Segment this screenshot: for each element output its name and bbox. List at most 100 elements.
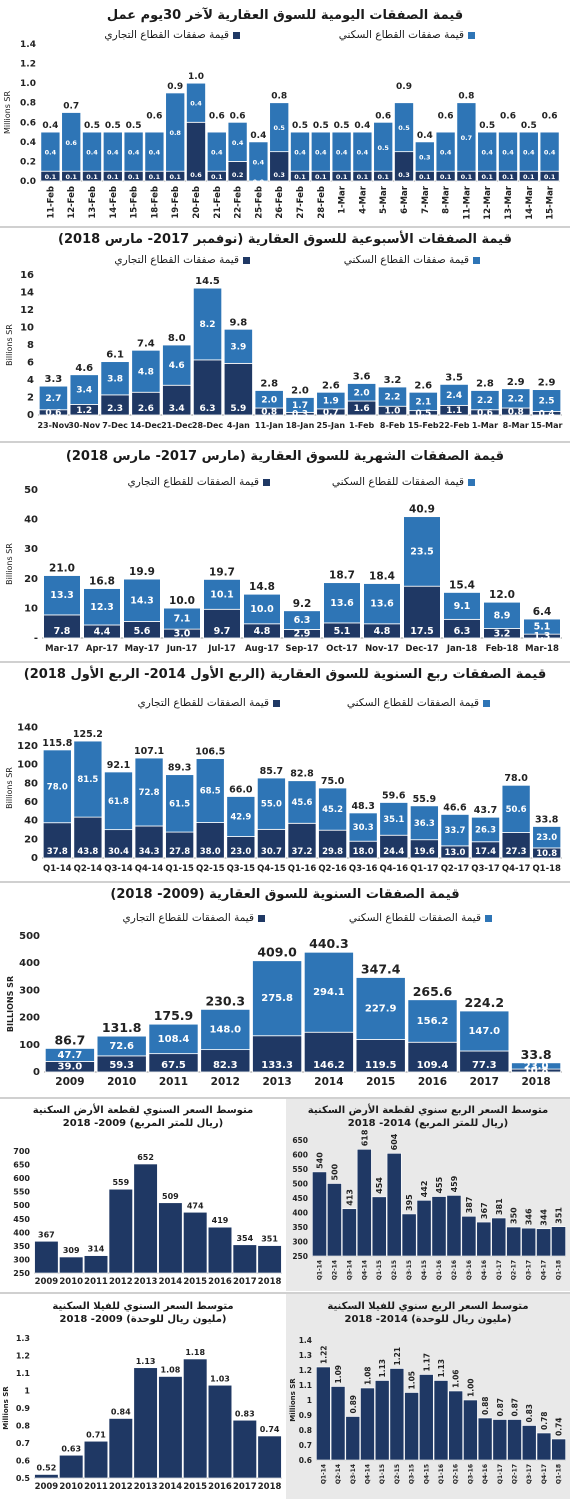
y-tick-label: 1.4 xyxy=(299,1336,312,1345)
data-label-residential: 0.4 xyxy=(523,149,535,157)
data-label-total: 0.6 xyxy=(146,111,162,121)
x-tick-label: 2017 xyxy=(233,1277,257,1287)
data-label-commercial: 5.1 xyxy=(334,626,351,637)
y-tick-label: 0.7 xyxy=(16,1439,30,1448)
bar-residential xyxy=(285,397,315,413)
y-tick-label: 0.9 xyxy=(299,1411,312,1420)
bar-commercial xyxy=(162,384,192,416)
data-label: 1.09 xyxy=(334,1365,343,1384)
data-label-total: 2.8 xyxy=(476,379,494,390)
y-tick-label: 40 xyxy=(24,515,38,526)
x-tick-label: Q4-17 xyxy=(502,864,531,874)
x-tick-label: Q3-14 xyxy=(104,864,133,874)
data-label-commercial: 0.3 xyxy=(292,410,308,420)
data-label-commercial: 4.8 xyxy=(254,626,271,637)
bar-commercial xyxy=(195,822,225,859)
bar-residential xyxy=(394,102,414,153)
data-label-residential: 6.3 xyxy=(294,615,311,626)
bar-commercial xyxy=(501,832,531,859)
x-tick-label: 2011 xyxy=(84,1482,108,1492)
bar xyxy=(158,1202,183,1274)
bar-residential xyxy=(407,999,458,1043)
y-tick-label: 0.0 xyxy=(20,177,36,187)
y-tick-label: 0.5 xyxy=(16,1474,31,1483)
bar-commercial xyxy=(252,1035,303,1073)
x-tick-label: Q1-16 xyxy=(436,1260,443,1280)
x-tick-label: Q4-14 xyxy=(361,1260,368,1280)
data-label-total: 0.5 xyxy=(84,121,100,131)
y-tick-label: 1.2 xyxy=(20,60,36,70)
bar-residential xyxy=(456,102,477,172)
legend-commercial-label: قيمة الصفقات للقطاع التجاري xyxy=(127,476,259,488)
data-label-total: 21.0 xyxy=(49,563,75,575)
data-label-residential: 9.1 xyxy=(454,601,471,612)
data-label: 1.17 xyxy=(422,1353,431,1372)
data-label-commercial: 27.3 xyxy=(506,847,527,857)
x-tick-label: 12-Feb xyxy=(67,186,77,219)
data-label-commercial: 0.5 xyxy=(415,409,431,419)
bar xyxy=(232,1244,257,1274)
bar-residential xyxy=(131,349,161,393)
data-label-residential: 72.6 xyxy=(109,1041,134,1052)
x-tick-label: Q1-17 xyxy=(410,864,439,874)
data-label-residential: 78.0 xyxy=(47,782,68,792)
bar xyxy=(404,1392,419,1461)
data-label: 0.63 xyxy=(61,1444,81,1453)
data-label-residential: 61.5 xyxy=(169,799,190,809)
y-tick-label: 450 xyxy=(292,1194,308,1203)
x-tick-label: 11-Jan xyxy=(255,421,284,430)
data-label-total: 106.5 xyxy=(195,747,225,758)
bar-residential xyxy=(96,1035,147,1057)
x-tick-label: 2016 xyxy=(418,1076,447,1088)
data-label-commercial: 0.6 xyxy=(477,408,493,418)
data-label-residential: 2.2 xyxy=(384,393,400,403)
bar xyxy=(360,1387,375,1461)
x-tick-label: Q2-15 xyxy=(196,864,225,874)
x-tick-label: 7-Dec xyxy=(102,421,128,430)
data-label-commercial: 2.3 xyxy=(107,404,123,414)
y-tick-label: 0.8 xyxy=(299,1426,312,1435)
data-label-residential: 2.0 xyxy=(261,395,277,405)
data-label: 0.84 xyxy=(111,1408,131,1417)
bar-commercial xyxy=(407,1041,458,1073)
data-label-commercial: 39.0 xyxy=(58,1062,83,1073)
y-tick-label: 550 xyxy=(292,1165,308,1174)
y-tick-label: 0.8 xyxy=(16,1422,31,1431)
bar xyxy=(551,1226,566,1257)
x-tick-label: Q4-14 xyxy=(135,864,164,874)
data-label-commercial: 18.0 xyxy=(353,847,374,857)
bar xyxy=(374,1380,390,1461)
data-label: 1.00 xyxy=(466,1378,475,1397)
bar xyxy=(401,1213,417,1257)
y-axis-label: Billions SR xyxy=(5,324,14,366)
data-label-commercial: 82.3 xyxy=(213,1060,238,1071)
data-label-commercial: 4.4 xyxy=(94,626,111,637)
bar-residential xyxy=(223,328,253,364)
x-tick-label: 12-Mar xyxy=(483,185,493,220)
bar xyxy=(207,1384,233,1479)
data-label-residential: 0.5 xyxy=(398,124,410,132)
bar xyxy=(34,1474,59,1479)
x-tick-label: Q2-14 xyxy=(331,1260,338,1280)
bar xyxy=(551,1438,566,1461)
y-tick-label: 1.0 xyxy=(20,79,36,89)
x-tick-label: 1-Feb xyxy=(349,421,374,430)
bar-residential xyxy=(323,582,361,624)
data-label-residential: 0.4 xyxy=(481,149,493,157)
x-tick-label: 2013 xyxy=(134,1482,158,1492)
data-label: 559 xyxy=(112,1178,129,1187)
bar-residential xyxy=(123,578,161,622)
data-label-residential: 35.1 xyxy=(383,815,404,825)
x-tick-label: May-17 xyxy=(125,644,160,654)
x-tick-label: 25-Jan xyxy=(317,421,346,430)
bar xyxy=(59,1256,84,1274)
bar xyxy=(316,1366,331,1461)
data-label-residential: 2.2 xyxy=(477,396,493,406)
x-tick-label: 30-Nov xyxy=(68,421,101,430)
data-label-residential: 294.1 xyxy=(313,987,345,998)
y-tick-label: 300 xyxy=(13,1255,30,1264)
data-label-total: 6.1 xyxy=(106,350,124,361)
bar-residential xyxy=(310,131,331,172)
data-label-total: 40.9 xyxy=(409,504,435,516)
data-label-commercial: 146.2 xyxy=(313,1060,345,1071)
